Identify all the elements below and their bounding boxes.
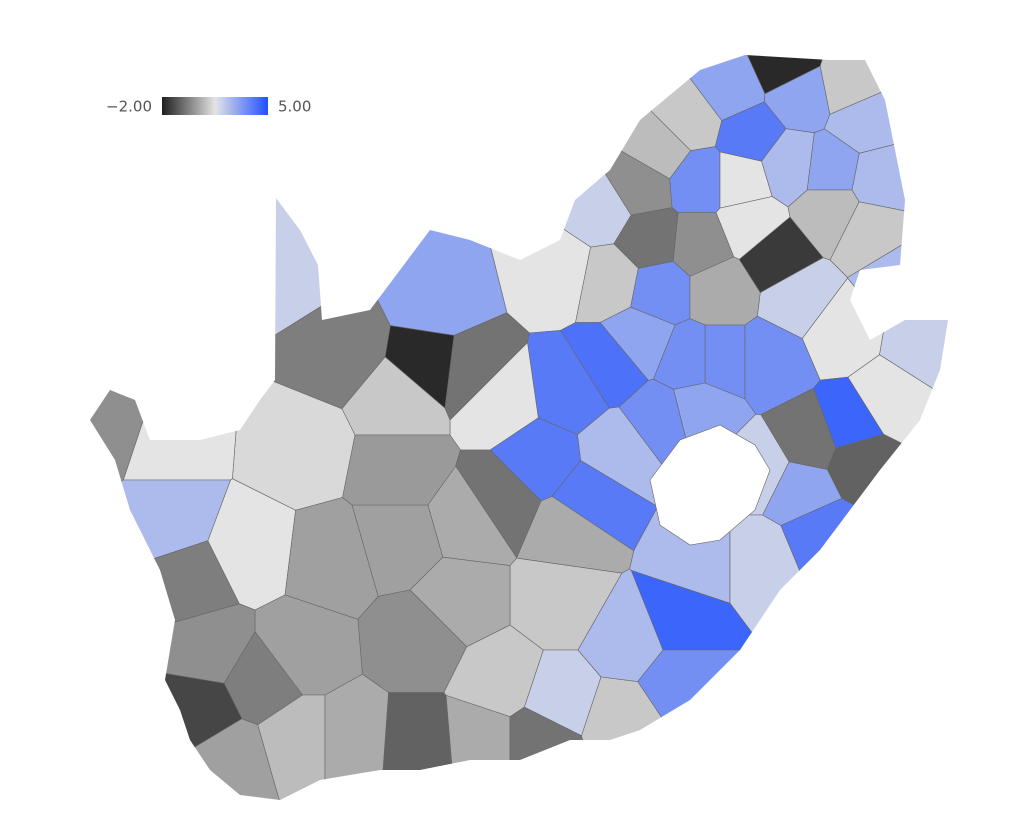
lesotho xyxy=(649,424,771,546)
region xyxy=(404,55,632,248)
region xyxy=(90,55,411,360)
region xyxy=(122,317,242,481)
region xyxy=(637,649,948,800)
region xyxy=(366,58,508,336)
region xyxy=(379,692,457,800)
colorbar: −2.00 5.00 xyxy=(106,97,311,116)
region xyxy=(342,434,461,506)
region xyxy=(445,694,511,800)
colorbar-label: −2.00 xyxy=(106,98,152,116)
region xyxy=(455,449,542,559)
region xyxy=(780,498,948,800)
colorbar-label: 5.00 xyxy=(278,98,311,116)
region xyxy=(90,603,256,684)
region xyxy=(90,718,286,800)
region xyxy=(324,673,389,800)
region xyxy=(409,556,511,648)
colorbar-gradient xyxy=(162,97,268,115)
regions xyxy=(90,55,948,800)
region xyxy=(819,55,948,115)
